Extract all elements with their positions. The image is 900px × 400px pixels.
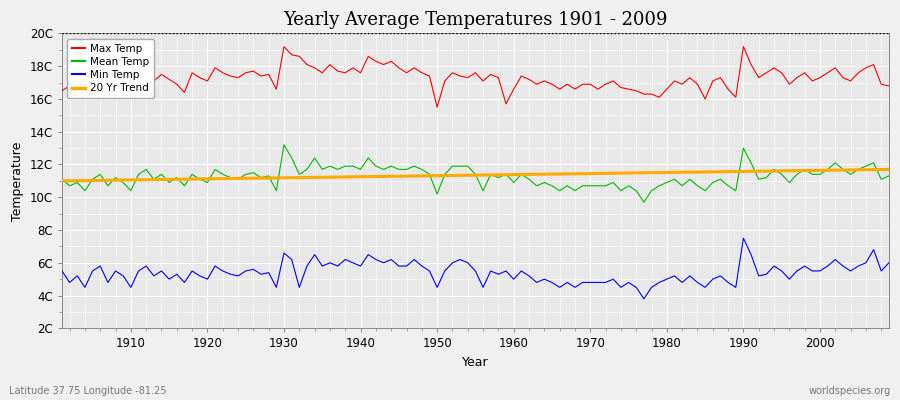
Text: Latitude 37.75 Longitude -81.25: Latitude 37.75 Longitude -81.25 [9, 386, 166, 396]
Title: Yearly Average Temperatures 1901 - 2009: Yearly Average Temperatures 1901 - 2009 [284, 11, 668, 29]
X-axis label: Year: Year [462, 356, 489, 369]
Y-axis label: Temperature: Temperature [11, 141, 24, 220]
Text: worldspecies.org: worldspecies.org [809, 386, 891, 396]
Legend: Max Temp, Mean Temp, Min Temp, 20 Yr Trend: Max Temp, Mean Temp, Min Temp, 20 Yr Tre… [68, 39, 155, 98]
